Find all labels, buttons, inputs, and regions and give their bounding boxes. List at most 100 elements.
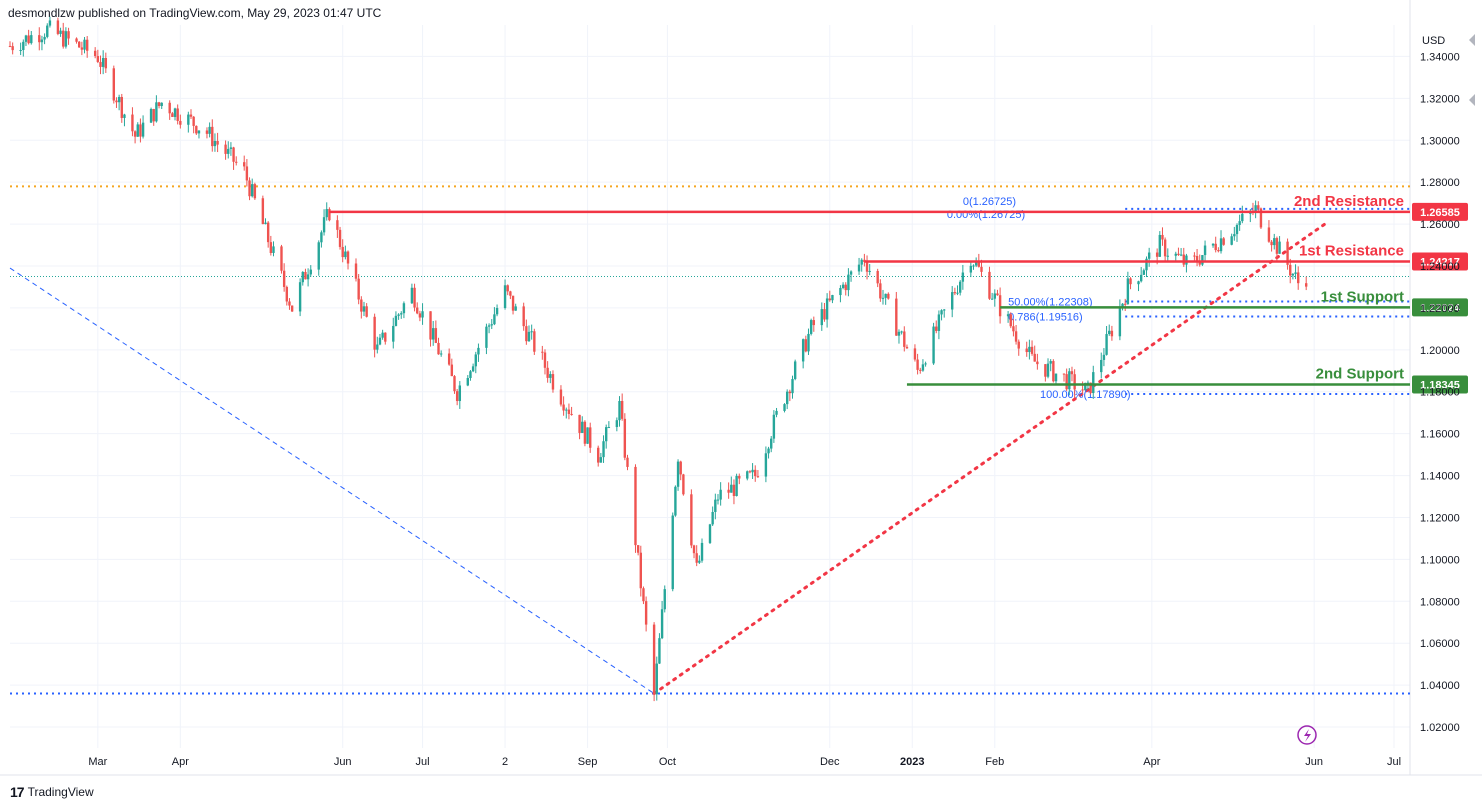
candle-body — [551, 374, 555, 390]
candle-body — [282, 270, 286, 287]
candle-body — [1081, 389, 1084, 391]
x-tick-label: Feb — [985, 756, 1004, 768]
candle-body — [514, 306, 517, 311]
candle-body — [841, 284, 845, 289]
candle-body — [30, 35, 33, 44]
tradingview-logo-icon: 17 — [10, 784, 25, 800]
candle-body — [1105, 334, 1108, 355]
fib-level-label: 0.786(1.19516) — [1008, 312, 1083, 324]
candle-body — [346, 251, 350, 264]
candle-body — [1006, 314, 1010, 317]
candle-body — [224, 144, 227, 154]
candle-body — [700, 542, 704, 561]
candle-body — [1068, 371, 1071, 390]
candle-body — [953, 292, 957, 294]
candle-body — [570, 413, 573, 415]
x-tick-label: Dec — [820, 756, 840, 768]
y-tick-label: 1.04000 — [1420, 680, 1460, 692]
x-tick-label: Jul — [1387, 756, 1401, 768]
footer-brand-name: TradingView — [27, 785, 94, 799]
candle-body — [360, 299, 363, 312]
candle-body — [139, 124, 142, 137]
candle-body — [682, 474, 685, 495]
candle-body — [996, 293, 999, 296]
candle-body — [972, 265, 975, 267]
candle-body — [27, 35, 30, 44]
candle-body — [897, 331, 901, 336]
candle-body — [264, 222, 267, 225]
candle-body — [78, 41, 81, 48]
candle-body — [711, 511, 714, 525]
candle-body — [471, 366, 475, 372]
candle-body — [176, 108, 179, 121]
candle-body — [993, 293, 996, 299]
candle-body — [22, 41, 25, 50]
candle-body — [490, 324, 493, 326]
candle-body — [474, 354, 477, 367]
candle-body — [272, 246, 275, 253]
candle-body — [974, 261, 978, 266]
candle-body — [266, 222, 270, 243]
candle-body — [171, 113, 174, 117]
candle-body — [969, 265, 973, 273]
candle-body — [1033, 353, 1036, 362]
candle-body — [735, 475, 738, 497]
candle-body — [131, 114, 134, 132]
candle-body — [189, 114, 193, 117]
candle-body — [434, 328, 438, 343]
candle-body — [636, 545, 640, 553]
candle-body — [469, 371, 472, 378]
candle-body — [245, 166, 249, 181]
candle-body — [487, 325, 491, 327]
candle-body — [764, 453, 768, 477]
candle-body — [1241, 213, 1244, 222]
footer-branding: 17 TradingView — [10, 784, 94, 800]
candle-body — [48, 20, 52, 26]
candle-body — [344, 251, 347, 258]
candle-body — [362, 306, 366, 312]
candle-body — [392, 325, 395, 342]
lightning-icon — [1297, 725, 1317, 745]
candle-body — [1257, 205, 1260, 209]
candlestick-series — [8, 16, 1308, 702]
candle-body — [1177, 253, 1180, 256]
candle-body — [767, 448, 770, 454]
candle-body — [921, 364, 925, 371]
candle-body — [719, 489, 722, 500]
candle-body — [227, 148, 230, 154]
candle-body — [261, 198, 265, 225]
candle-body — [525, 326, 528, 342]
res2-label: 2nd Resistance — [1294, 193, 1404, 210]
trendline — [652, 222, 1327, 696]
time-axis: Mar Apr Jun Jul 2 Sep Oct Dec 2023 Feb Apr Jun Jul — [88, 756, 1401, 768]
candle-body — [93, 50, 97, 57]
candle-body — [400, 313, 403, 315]
candle-body — [1211, 243, 1215, 246]
candle-body — [958, 281, 962, 293]
candle-body — [477, 347, 480, 355]
candle-body — [269, 242, 273, 253]
candle-body — [990, 298, 994, 300]
candle-body — [903, 331, 906, 347]
candle-body — [402, 303, 406, 314]
candle-body — [304, 271, 307, 280]
candle-body — [977, 261, 981, 267]
candle-body — [876, 270, 879, 284]
y-tick-label: 1.22000 — [1420, 303, 1460, 315]
candle-body — [429, 311, 432, 340]
candle-body — [1294, 272, 1297, 274]
candle-body — [211, 126, 214, 147]
candle-body — [1155, 252, 1159, 257]
res1-label: 1st Resistance — [1299, 242, 1404, 259]
candle-body — [839, 288, 842, 296]
candle-body — [248, 180, 251, 197]
candle-body — [133, 131, 137, 137]
candle-body — [1238, 221, 1241, 225]
candle-body — [8, 45, 12, 47]
candle-body — [376, 344, 379, 350]
candle-body — [83, 39, 86, 50]
candle-body — [506, 285, 509, 292]
candle-body — [820, 309, 823, 326]
candle-body — [243, 162, 246, 167]
